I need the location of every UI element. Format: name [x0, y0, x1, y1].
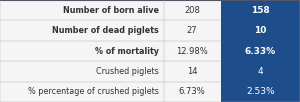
- Text: 6.73%: 6.73%: [178, 87, 206, 96]
- Bar: [220, 41, 300, 61]
- Text: 27: 27: [187, 26, 197, 35]
- Bar: [220, 20, 300, 41]
- Bar: [0, 0, 220, 20]
- Bar: [0, 20, 220, 41]
- Bar: [0, 41, 220, 61]
- Text: % percentage of crushed piglets: % percentage of crushed piglets: [28, 87, 159, 96]
- Text: Crushed piglets: Crushed piglets: [96, 67, 159, 76]
- Text: % of mortality: % of mortality: [95, 47, 159, 55]
- Bar: [220, 0, 300, 20]
- Text: 10: 10: [254, 26, 266, 35]
- Text: 6.33%: 6.33%: [245, 47, 276, 55]
- Bar: [220, 82, 300, 102]
- Bar: [0, 61, 220, 82]
- Bar: [0, 82, 220, 102]
- Text: 14: 14: [187, 67, 197, 76]
- Text: 12.98%: 12.98%: [176, 47, 208, 55]
- Text: 2.53%: 2.53%: [246, 87, 274, 96]
- Text: 4: 4: [257, 67, 263, 76]
- Text: 158: 158: [251, 6, 270, 15]
- Text: 208: 208: [184, 6, 200, 15]
- Bar: [220, 61, 300, 82]
- Text: Number of dead piglets: Number of dead piglets: [52, 26, 159, 35]
- Text: Number of born alive: Number of born alive: [63, 6, 159, 15]
